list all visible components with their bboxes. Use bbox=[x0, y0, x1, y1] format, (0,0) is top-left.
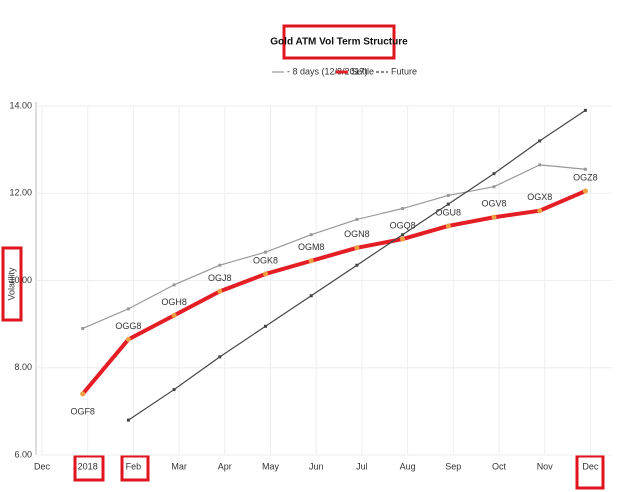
point-label: OGN8 bbox=[344, 229, 370, 239]
point-label: OGJ8 bbox=[208, 273, 232, 283]
point bbox=[81, 326, 85, 330]
point bbox=[445, 223, 451, 229]
y-axis-label: Volatility bbox=[6, 267, 16, 301]
point bbox=[217, 288, 223, 294]
point bbox=[171, 312, 177, 318]
x-tick-label: Feb bbox=[126, 461, 142, 471]
point bbox=[583, 167, 587, 171]
x-tick-label: Sep bbox=[445, 461, 461, 471]
highlight-box bbox=[282, 24, 396, 60]
point bbox=[355, 217, 359, 221]
point bbox=[354, 245, 360, 251]
point bbox=[126, 307, 130, 311]
x-tick-label: Dec bbox=[582, 461, 599, 471]
y-tick-label: 6.00 bbox=[14, 449, 32, 459]
point bbox=[583, 108, 587, 112]
point bbox=[309, 233, 313, 237]
point bbox=[401, 233, 405, 237]
point bbox=[492, 185, 496, 189]
point bbox=[218, 355, 222, 359]
x-tick-label: Dec bbox=[34, 461, 51, 471]
point bbox=[264, 250, 267, 254]
x-tick-label: Apr bbox=[218, 461, 232, 471]
y-tick-label: 10.00 bbox=[9, 275, 32, 285]
point-label: OGK8 bbox=[253, 255, 278, 265]
point-label: OGV8 bbox=[481, 199, 506, 209]
point bbox=[492, 172, 496, 176]
point bbox=[264, 324, 267, 328]
point bbox=[308, 258, 314, 264]
highlight-box bbox=[120, 454, 150, 482]
x-tick-label: Nov bbox=[537, 461, 554, 471]
point bbox=[172, 283, 176, 287]
point bbox=[126, 418, 130, 422]
point bbox=[355, 263, 359, 267]
point-label: OGX8 bbox=[527, 192, 552, 202]
point bbox=[537, 208, 543, 214]
x-tick-label: Jul bbox=[356, 461, 368, 471]
x-tick-label: Aug bbox=[400, 461, 416, 471]
point bbox=[263, 271, 268, 277]
legend-label: - 8 days (12/8/2017) bbox=[287, 66, 368, 76]
series-line bbox=[82, 164, 586, 330]
point-label: OGM8 bbox=[298, 242, 325, 252]
highlight-box bbox=[575, 454, 605, 490]
point bbox=[446, 202, 450, 206]
point-label: OGQ8 bbox=[390, 220, 416, 230]
point bbox=[401, 207, 405, 211]
highlight-box bbox=[1, 246, 23, 322]
x-tick-label: Jun bbox=[309, 461, 324, 471]
series-line bbox=[81, 189, 587, 396]
y-tick-label: 8.00 bbox=[14, 362, 32, 372]
y-tick-label: 14.00 bbox=[9, 100, 32, 110]
x-tick-label: 2018 bbox=[78, 461, 98, 471]
x-tick-label: Mar bbox=[171, 461, 187, 471]
legend-label: Settle bbox=[351, 66, 374, 76]
point bbox=[309, 294, 313, 298]
point bbox=[80, 391, 86, 397]
point bbox=[491, 214, 497, 220]
point bbox=[582, 188, 588, 194]
legend: - 8 days (12/8/2017)Settle Future bbox=[272, 66, 417, 76]
x-tick-label: Oct bbox=[492, 461, 507, 471]
point-label: OGG8 bbox=[115, 321, 141, 331]
point bbox=[400, 236, 406, 242]
legend-label: Future bbox=[391, 66, 417, 76]
point bbox=[172, 388, 176, 392]
point bbox=[538, 163, 542, 167]
point-label: OGZ8 bbox=[573, 172, 598, 182]
x-tick-label: May bbox=[262, 461, 280, 471]
highlight-box bbox=[73, 454, 105, 482]
chart-title: Gold ATM Vol Term Structure bbox=[270, 37, 408, 48]
point-label: OGH8 bbox=[161, 297, 187, 307]
point bbox=[446, 193, 450, 197]
point bbox=[218, 263, 222, 267]
point-label: OGU8 bbox=[436, 207, 462, 217]
y-tick-label: 12.00 bbox=[9, 188, 32, 198]
point-label: OGF8 bbox=[70, 406, 95, 416]
point bbox=[538, 139, 542, 143]
point bbox=[125, 336, 131, 342]
